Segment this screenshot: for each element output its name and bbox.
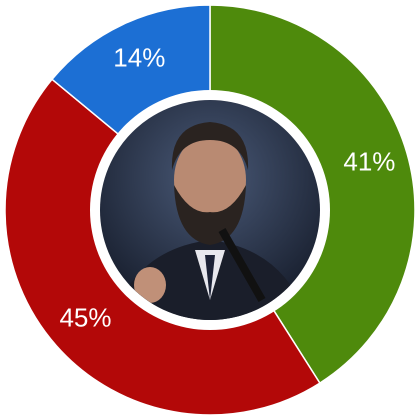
value-label: 14% [113, 43, 165, 73]
chart: 41% 45% 14% [0, 0, 415, 416]
value-label: 41% [343, 147, 395, 177]
value-label: 45% [59, 303, 111, 333]
page: {"chart_data": {"type": "donut", "values… [0, 0, 415, 416]
